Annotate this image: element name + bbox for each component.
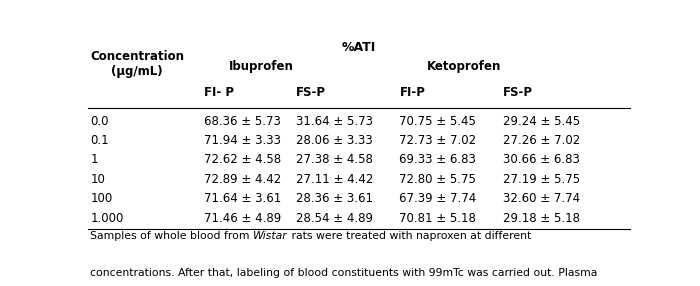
Text: concentrations. After that, labeling of blood constituents with 99mTc was carrie: concentrations. After that, labeling of … — [90, 268, 598, 278]
Text: Ibuprofen: Ibuprofen — [229, 60, 293, 73]
Text: FI-P: FI-P — [400, 86, 426, 99]
Text: 72.62 ± 4.58: 72.62 ± 4.58 — [204, 154, 281, 166]
Text: Concentration
(μg/mL): Concentration (μg/mL) — [90, 50, 184, 78]
Text: 31.64 ± 5.73: 31.64 ± 5.73 — [296, 115, 373, 128]
Text: 27.38 ± 4.58: 27.38 ± 4.58 — [296, 154, 373, 166]
Text: 27.11 ± 4.42: 27.11 ± 4.42 — [296, 173, 374, 186]
Text: FS-P: FS-P — [296, 86, 326, 99]
Text: 27.19 ± 5.75: 27.19 ± 5.75 — [503, 173, 580, 186]
Text: Ketoprofen: Ketoprofen — [427, 60, 502, 73]
Text: 0.0: 0.0 — [90, 115, 108, 128]
Text: 0.1: 0.1 — [90, 134, 108, 147]
Text: 1.000: 1.000 — [90, 212, 124, 225]
Text: 70.75 ± 5.45: 70.75 ± 5.45 — [400, 115, 476, 128]
Text: 29.18 ± 5.18: 29.18 ± 5.18 — [503, 212, 580, 225]
Text: 29.24 ± 5.45: 29.24 ± 5.45 — [503, 115, 580, 128]
Text: rats were treated with naproxen at different: rats were treated with naproxen at diffe… — [288, 231, 531, 241]
Text: Wistar: Wistar — [253, 231, 288, 241]
Text: 72.73 ± 7.02: 72.73 ± 7.02 — [400, 134, 477, 147]
Text: 28.06 ± 3.33: 28.06 ± 3.33 — [296, 134, 373, 147]
Text: 28.54 ± 4.89: 28.54 ± 4.89 — [296, 212, 373, 225]
Text: 27.26 ± 7.02: 27.26 ± 7.02 — [503, 134, 580, 147]
Text: 70.81 ± 5.18: 70.81 ± 5.18 — [400, 212, 476, 225]
Text: 32.60 ± 7.74: 32.60 ± 7.74 — [503, 192, 580, 205]
Text: FS-P: FS-P — [503, 86, 533, 99]
Text: 28.36 ± 3.61: 28.36 ± 3.61 — [296, 192, 373, 205]
Text: 100: 100 — [90, 192, 113, 205]
Text: 69.33 ± 6.83: 69.33 ± 6.83 — [400, 154, 476, 166]
Text: 1: 1 — [90, 154, 98, 166]
Text: 71.94 ± 3.33: 71.94 ± 3.33 — [204, 134, 281, 147]
Text: %ATI: %ATI — [342, 41, 376, 54]
Text: Samples of whole blood from: Samples of whole blood from — [90, 231, 253, 241]
Text: 71.46 ± 4.89: 71.46 ± 4.89 — [204, 212, 281, 225]
Text: 71.64 ± 3.61: 71.64 ± 3.61 — [204, 192, 281, 205]
Text: 72.89 ± 4.42: 72.89 ± 4.42 — [204, 173, 281, 186]
Text: 67.39 ± 7.74: 67.39 ± 7.74 — [400, 192, 477, 205]
Text: FI- P: FI- P — [204, 86, 234, 99]
Text: 30.66 ± 6.83: 30.66 ± 6.83 — [503, 154, 580, 166]
Text: 10: 10 — [90, 173, 105, 186]
Text: 72.80 ± 5.75: 72.80 ± 5.75 — [400, 173, 476, 186]
Text: 68.36 ± 5.73: 68.36 ± 5.73 — [204, 115, 281, 128]
